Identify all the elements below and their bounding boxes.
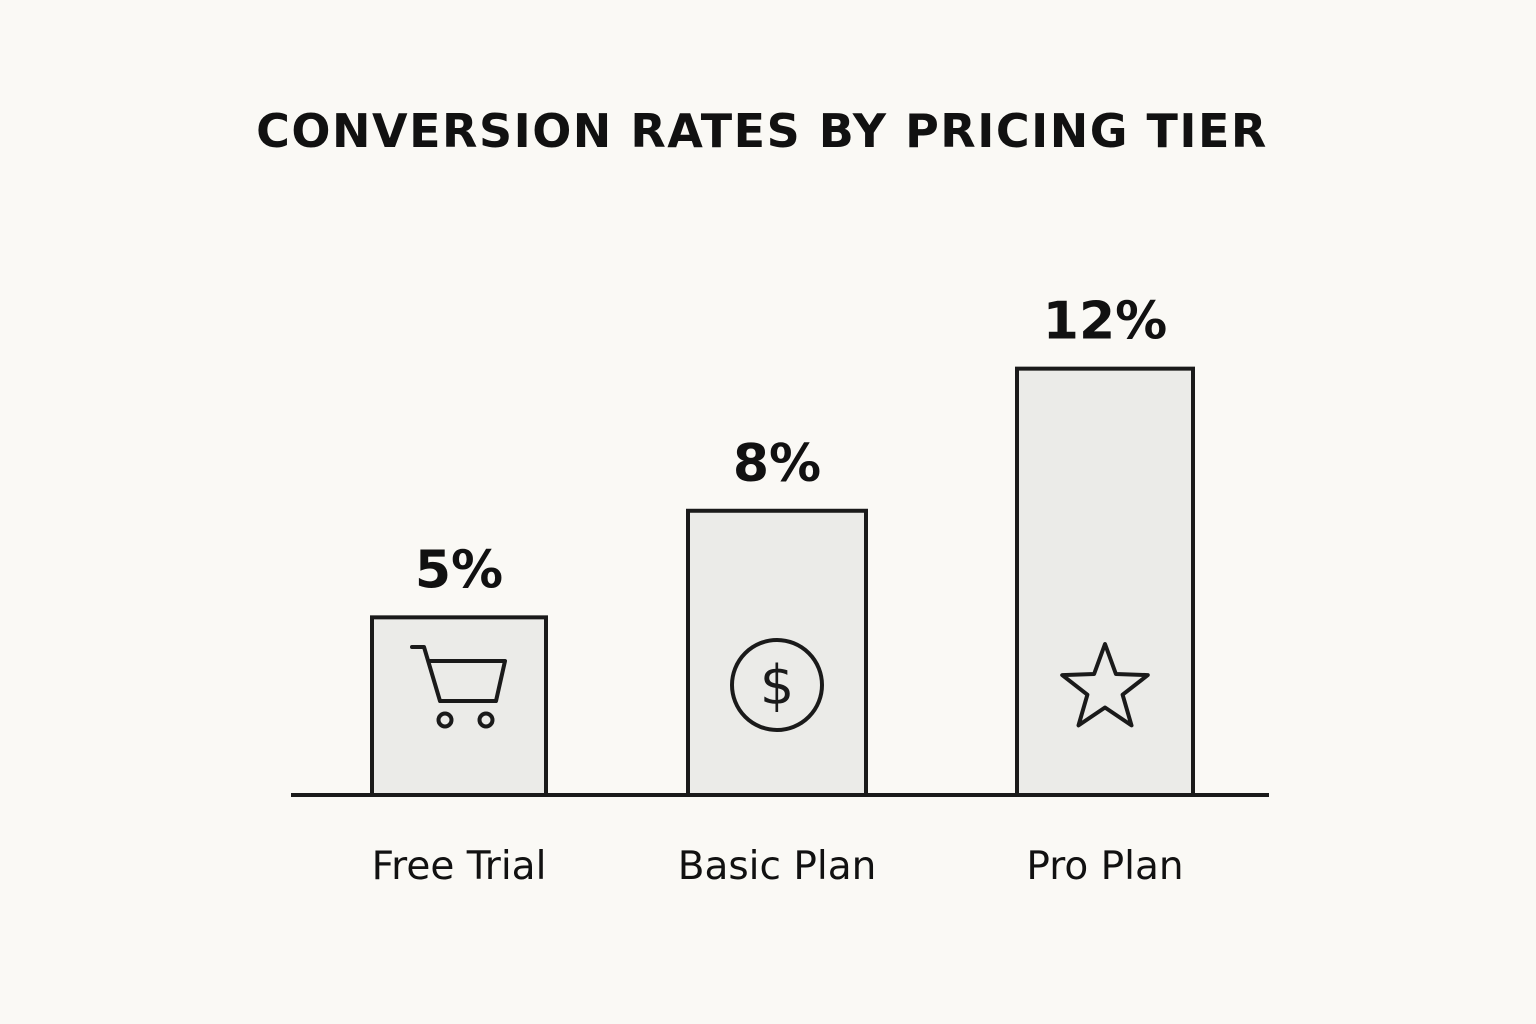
category-tick-label: Basic Plan (678, 844, 877, 889)
data-label: 8% (733, 434, 821, 494)
bars-layer: $ (370, 366, 1195, 798)
bar-rect (686, 508, 868, 797)
bar-free-trial (370, 615, 548, 798)
data-label: 5% (415, 540, 503, 600)
bar-pro-plan (1015, 366, 1195, 797)
dollar-circle-icon: $ (730, 638, 824, 732)
labels-layer: 5% Free Trial 8% Basic Plan 12% Pro Plan (372, 292, 1184, 889)
data-label: 12% (1043, 292, 1167, 352)
chart-title: CONVERSION RATES BY PRICING TIER (256, 104, 1268, 158)
star-icon (1060, 642, 1150, 728)
bar-rect (1015, 366, 1195, 797)
category-tick-label: Pro Plan (1026, 844, 1183, 889)
bar-rect (370, 615, 548, 798)
bar-basic-plan: $ (686, 508, 868, 797)
shopping-cart-icon (410, 645, 507, 729)
category-tick-label: Free Trial (372, 844, 547, 889)
svg-text:$: $ (760, 654, 794, 717)
